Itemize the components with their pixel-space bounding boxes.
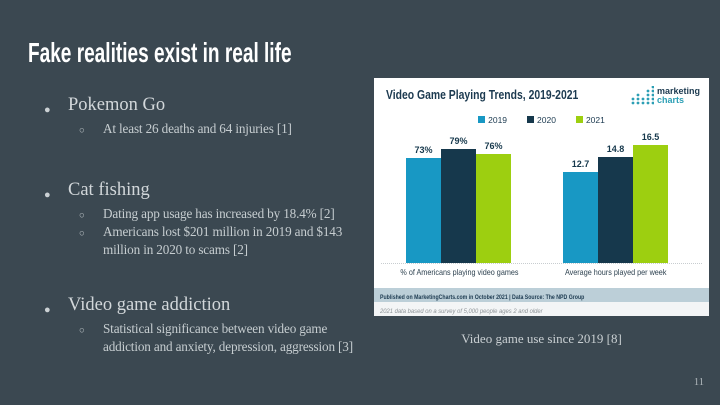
bullet-marker-icon: ● — [44, 304, 51, 316]
bullet-item: ● Video game addiction — [0, 294, 375, 317]
legend-label: 2020 — [537, 114, 556, 125]
chart-plot: 73% 79% 76% 12.7 14.8 16.5 — [374, 119, 709, 263]
logo-text-line2: charts — [656, 94, 684, 105]
chart-legend: 2019 2020 2021 — [374, 114, 709, 125]
chart-note-band: 2021 data based on a survey of 5,000 peo… — [374, 302, 709, 316]
page-number: 11 — [693, 377, 704, 388]
sub-bullet-label: Dating app usage has increased by 18.4% … — [103, 206, 335, 221]
bar — [441, 149, 476, 263]
legend-label: 2019 — [488, 114, 508, 125]
bar-value-label: 12.7 — [571, 159, 590, 169]
bar — [598, 157, 633, 263]
sub-bullet-item: ○ At least 26 deaths and 64 injuries [1] — [0, 120, 368, 138]
sub-bullet-label: Americans lost $201 million in 2019 and … — [103, 224, 343, 257]
chart-caption: Video game use since 2019 [8] — [461, 331, 622, 346]
bullet-section: ● Video game addiction ○ Statistical signif… — [0, 294, 375, 356]
bar-value-label: 16.5 — [641, 132, 660, 142]
chart-title: Video Game Playing Trends, 2019-2021 — [386, 87, 579, 102]
legend-swatch — [478, 116, 486, 123]
bullet-label: Video game addiction — [68, 295, 231, 315]
bullet-marker-icon: ● — [44, 189, 51, 201]
legend-item: 2019 — [478, 115, 507, 125]
bullet-item: ● Cat fishing — [0, 179, 375, 202]
bullet-list: ● Pokemon Go ○ At least 26 deaths and 64 in… — [0, 94, 375, 356]
bar-value-label: 79% — [449, 136, 468, 146]
bullet-marker-icon: ● — [44, 104, 51, 116]
legend-item: 2021 — [575, 114, 605, 125]
group-label-text: Average hours played per week — [565, 267, 667, 277]
sub-bullet-label: At least 26 deaths and 64 injuries [1] — [103, 121, 292, 136]
legend-swatch — [527, 116, 535, 123]
legend-item: 2020 — [527, 115, 556, 125]
logo-text: marketing charts — [656, 85, 700, 105]
bar — [476, 154, 511, 263]
sub-bullet-marker-icon: ○ — [79, 325, 85, 336]
chart-image: Video Game Playing Trends, 2019-2021 mar… — [374, 78, 709, 316]
group-label: % of Americans playing video games — [384, 267, 534, 277]
bar-value-label: 73% — [414, 145, 433, 155]
axis-baseline — [381, 263, 702, 264]
group-label: Average hours played per week — [541, 267, 691, 277]
bullet-label: Cat fishing — [68, 180, 150, 200]
chart-footer-band: Published on MarketingCharts.com in Octo… — [374, 288, 709, 302]
sub-bullet-item: ○ Americans lost $201 million in 2019 and… — [0, 223, 368, 259]
bar — [633, 145, 668, 263]
sub-bullet-item: ○ Statistical significance between video … — [0, 320, 368, 356]
bar — [563, 172, 598, 263]
sub-bullet-marker-icon: ○ — [79, 228, 85, 239]
sub-bullet-marker-icon: ○ — [79, 210, 85, 221]
bullet-section: ● Pokemon Go ○ At least 26 deaths and 64 in… — [0, 94, 375, 138]
marketingcharts-logo: marketing charts — [630, 86, 700, 105]
group-label-text: % of Americans playing video games — [399, 267, 519, 277]
legend-swatch — [575, 116, 583, 123]
logo-text-line1: marketing — [656, 85, 700, 96]
logo-dots-icon — [631, 86, 654, 105]
bullet-section: ● Cat fishing ○ Dating app usage has increa… — [0, 179, 375, 259]
slide-title: Fake realities exist in real life — [28, 37, 292, 68]
bar-value-label: 76% — [484, 141, 503, 151]
bar — [406, 158, 441, 263]
bar-value-label: 14.8 — [606, 144, 625, 154]
bullet-label: Pokemon Go — [68, 95, 166, 115]
sub-bullet-marker-icon: ○ — [79, 125, 85, 136]
chart-note-text: 2021 data based on a survey of 5,000 peo… — [380, 308, 543, 315]
bullet-item: ● Pokemon Go — [0, 94, 375, 117]
legend-label: 2021 — [585, 114, 605, 125]
sub-bullet-item: ○ Dating app usage has increased by 18.4%… — [0, 205, 368, 223]
chart-footer-text: Published on MarketingCharts.com in Octo… — [380, 294, 585, 301]
sub-bullet-label: Statistical significance between video g… — [103, 321, 353, 354]
